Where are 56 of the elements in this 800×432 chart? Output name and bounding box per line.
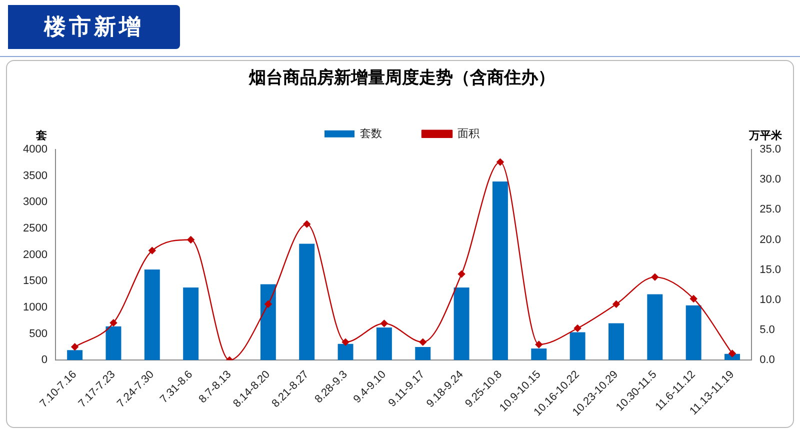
y-tick-label: 2000 bbox=[22, 248, 48, 261]
chart-title: 烟台商品房新增量周度走势（含商住办） bbox=[248, 68, 555, 87]
bar bbox=[106, 326, 122, 360]
y-tick-label: 3500 bbox=[22, 170, 48, 182]
point bbox=[342, 338, 350, 346]
y2-axis-title: 万平米 bbox=[748, 128, 783, 142]
point bbox=[690, 295, 698, 302]
bar bbox=[338, 344, 354, 360]
point bbox=[574, 324, 582, 332]
legend-label: 套数 bbox=[360, 128, 382, 140]
bar bbox=[608, 323, 624, 360]
point bbox=[110, 319, 118, 326]
text: 楼市新增 bbox=[8, 5, 180, 49]
y2-tick-label: 5.0 bbox=[760, 324, 775, 336]
y-tick-label: 1000 bbox=[22, 301, 48, 314]
point bbox=[458, 270, 466, 278]
point bbox=[264, 300, 272, 308]
point bbox=[187, 236, 194, 244]
legend-label: 面积 bbox=[458, 128, 480, 140]
point bbox=[71, 343, 78, 350]
point bbox=[651, 273, 659, 281]
y2-tick-label: 15.0 bbox=[760, 264, 782, 276]
bar bbox=[67, 350, 83, 360]
bar bbox=[570, 332, 586, 360]
y-tick-label: 0 bbox=[41, 354, 48, 366]
bar bbox=[376, 327, 392, 360]
point bbox=[612, 300, 620, 308]
bar bbox=[686, 305, 702, 360]
point bbox=[496, 158, 504, 166]
y2-tick-label: 25.0 bbox=[760, 204, 782, 216]
point bbox=[303, 220, 310, 228]
y-tick-label: 1500 bbox=[22, 275, 48, 288]
y-tick-label: 2500 bbox=[22, 222, 48, 234]
bar bbox=[454, 287, 470, 360]
point bbox=[419, 338, 426, 346]
point bbox=[148, 246, 156, 254]
bar bbox=[183, 287, 199, 360]
bar bbox=[647, 294, 663, 360]
y2-tick-label: 0.0 bbox=[760, 354, 775, 366]
y-axis-title: 套 bbox=[35, 128, 47, 142]
point bbox=[380, 320, 388, 328]
bar bbox=[492, 182, 508, 360]
point bbox=[728, 350, 736, 358]
y-tick-label: 3000 bbox=[22, 196, 48, 208]
y2-tick-label: 35.0 bbox=[760, 143, 782, 156]
point bbox=[535, 340, 542, 348]
y2-tick-label: 30.0 bbox=[760, 174, 782, 186]
y2-tick-label: 10.0 bbox=[760, 294, 782, 306]
y-tick-label: 4000 bbox=[22, 143, 48, 156]
y2-tick-label: 20.0 bbox=[760, 234, 782, 246]
bar bbox=[260, 284, 276, 360]
bar bbox=[415, 346, 431, 360]
y-tick-label: 500 bbox=[29, 328, 48, 340]
bar bbox=[299, 244, 315, 360]
bar bbox=[144, 270, 160, 360]
bar bbox=[531, 348, 547, 360]
